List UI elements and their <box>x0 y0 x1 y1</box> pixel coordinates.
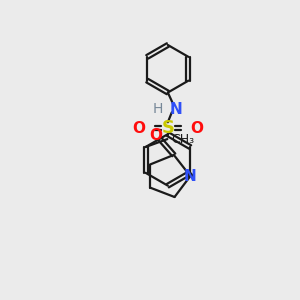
Text: N: N <box>184 169 197 184</box>
Text: O: O <box>190 121 204 136</box>
Text: CH₃: CH₃ <box>171 133 194 146</box>
Text: O: O <box>149 128 163 142</box>
Text: H: H <box>152 102 163 116</box>
Text: O: O <box>132 121 145 136</box>
Text: N: N <box>170 102 183 117</box>
Text: S: S <box>161 119 174 137</box>
